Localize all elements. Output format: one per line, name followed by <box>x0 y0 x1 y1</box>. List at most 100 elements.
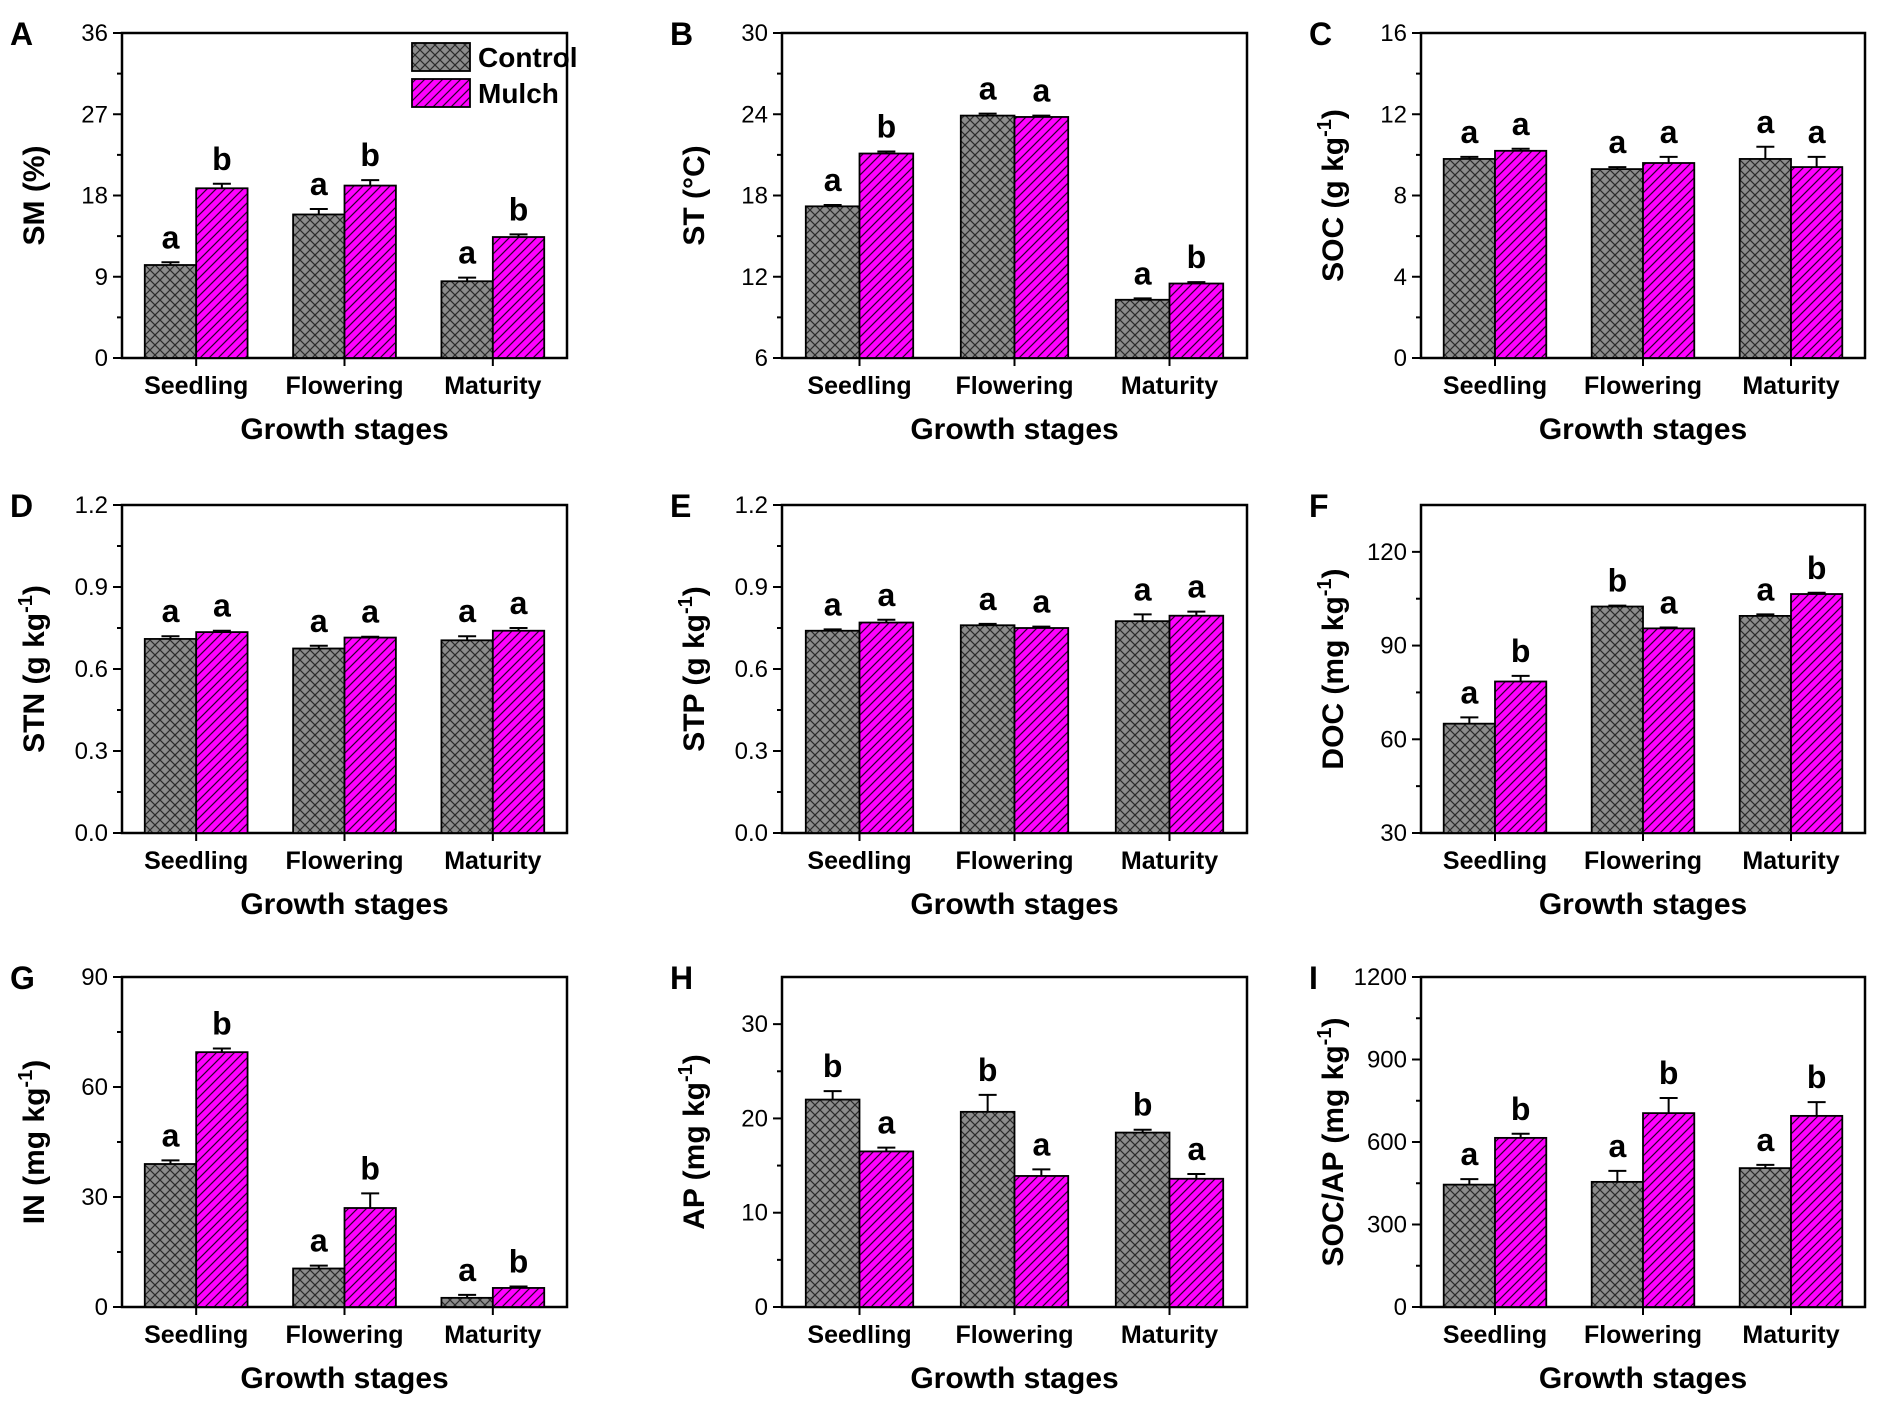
y-tick-label: 4 <box>1394 264 1407 291</box>
mulch-bar <box>491 236 546 359</box>
y-tick-label: 12 <box>1380 101 1407 128</box>
significance-letter: a <box>979 71 997 107</box>
panel-letter: H <box>670 960 693 996</box>
y-tick-label: 0.0 <box>735 820 768 847</box>
significance-letter: a <box>1134 255 1152 291</box>
significance-letter: b <box>1659 1055 1679 1091</box>
x-axis-label: Growth stages <box>1539 413 1747 446</box>
y-tick-label: 0 <box>95 1294 108 1321</box>
significance-letter: a <box>1512 106 1530 142</box>
control-bar <box>1114 1131 1171 1308</box>
significance-letter: a <box>1756 1122 1774 1158</box>
significance-letter: a <box>1608 1128 1626 1164</box>
y-tick-label: 0 <box>1394 1294 1407 1321</box>
significance-letter: a <box>1660 114 1678 150</box>
significance-letter: b <box>509 191 529 227</box>
mulch-bar <box>1494 1136 1548 1308</box>
x-tick-label: Maturity <box>444 372 541 400</box>
y-axis-label: STP (g kg-1) <box>675 586 711 752</box>
panel-letter: D <box>10 488 33 524</box>
y-tick-label: 0 <box>1394 345 1407 372</box>
mulch-bar <box>1494 680 1548 834</box>
y-axis-label: AP (mg kg-1) <box>675 1054 711 1230</box>
y-axis-label: DOC (mg kg-1) <box>1314 568 1350 769</box>
panel-letter: I <box>1309 960 1318 996</box>
significance-letter: a <box>1460 114 1478 150</box>
mulch-bar <box>1790 1114 1844 1308</box>
y-tick-label: 300 <box>1367 1212 1407 1239</box>
x-tick-label: Flowering <box>955 847 1073 875</box>
significance-letter: a <box>310 603 328 639</box>
control-bar <box>1590 1180 1644 1308</box>
significance-letter: a <box>1756 104 1774 140</box>
legend-label-control: Control <box>478 42 578 73</box>
y-tick-label: 90 <box>81 964 108 991</box>
x-tick-label: Maturity <box>1121 1321 1218 1349</box>
y-tick-label: 900 <box>1367 1047 1407 1074</box>
control-bar <box>1442 158 1496 359</box>
x-tick-label: Seedling <box>1443 372 1547 400</box>
control-bar <box>1442 722 1496 834</box>
x-tick-label: Maturity <box>1121 372 1218 400</box>
mulch-bar <box>491 1287 546 1308</box>
mulch-bar <box>1790 593 1844 834</box>
mulch-bar <box>195 187 249 359</box>
mulch-bar <box>858 1150 915 1308</box>
control-bar <box>1114 298 1171 359</box>
y-tick-label: 0.0 <box>75 820 108 847</box>
y-tick-label: 9 <box>95 264 108 291</box>
y-tick-label: 30 <box>1380 820 1407 847</box>
significance-letter: a <box>1134 571 1152 607</box>
significance-letter: a <box>162 1117 180 1153</box>
x-tick-label: Maturity <box>444 847 541 875</box>
control-bar <box>804 205 861 359</box>
y-tick-label: 120 <box>1367 539 1407 566</box>
mulch-bar <box>1168 614 1225 834</box>
control-bar <box>1738 614 1792 834</box>
control-bar <box>1738 1167 1792 1308</box>
significance-letter: b <box>1807 550 1827 586</box>
mulch-bar <box>858 152 915 359</box>
significance-letter: b <box>360 1150 380 1186</box>
mulch-bar <box>491 629 546 834</box>
y-tick-label: 1.2 <box>735 492 768 519</box>
x-axis-label: Growth stages <box>1539 1362 1747 1395</box>
x-tick-label: Flowering <box>285 1321 403 1349</box>
x-tick-label: Maturity <box>444 1321 541 1349</box>
mulch-bar <box>1642 627 1696 834</box>
significance-letter: a <box>510 585 528 621</box>
y-tick-label: 0.9 <box>735 574 768 601</box>
y-tick-label: 30 <box>741 20 768 47</box>
legend-label-mulch: Mulch <box>478 78 559 109</box>
significance-letter: a <box>1660 584 1678 620</box>
x-axis-label: Growth stages <box>910 413 1118 446</box>
significance-letter: a <box>361 594 379 630</box>
significance-letter: a <box>162 593 180 629</box>
significance-letter: a <box>1460 674 1478 710</box>
y-tick-label: 27 <box>81 101 108 128</box>
mulch-bar <box>1168 282 1225 359</box>
control-bar <box>292 213 346 359</box>
significance-letter: b <box>1807 1059 1827 1095</box>
control-bar <box>804 1098 861 1308</box>
y-tick-label: 0.6 <box>735 656 768 683</box>
y-tick-label: 18 <box>741 183 768 210</box>
x-axis-label: Growth stages <box>240 1362 448 1395</box>
y-tick-label: 10 <box>741 1200 768 1227</box>
control-bar <box>959 624 1016 834</box>
control-bar <box>1738 158 1792 359</box>
y-tick-label: 20 <box>741 1105 768 1132</box>
significance-letter: a <box>877 1105 895 1141</box>
x-tick-label: Maturity <box>1121 847 1218 875</box>
mulch-bar <box>343 636 397 834</box>
significance-letter: a <box>1032 584 1050 620</box>
mulch-bar <box>1168 1177 1225 1308</box>
